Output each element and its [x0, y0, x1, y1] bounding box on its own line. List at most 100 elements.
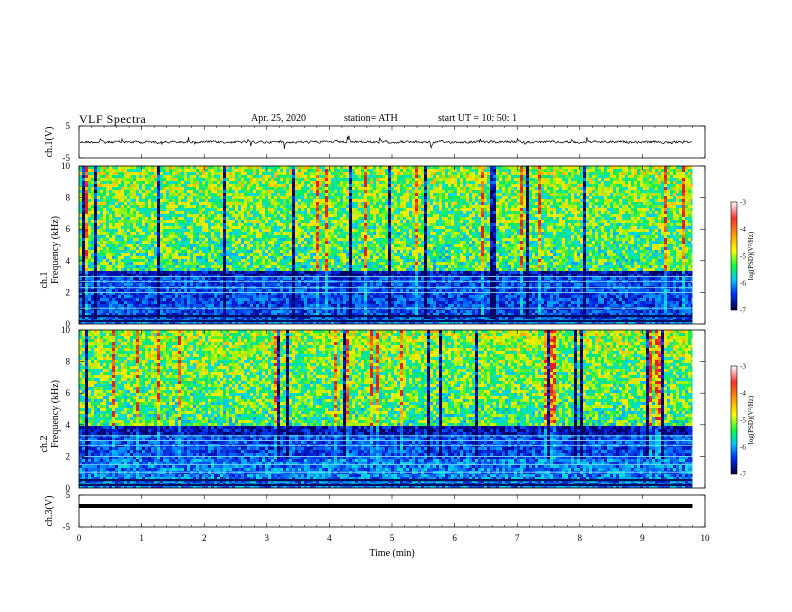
- spectrogram-cell: [100, 169, 103, 172]
- spectrogram-cell: [232, 223, 235, 226]
- spectrogram-cell: [280, 196, 283, 199]
- spectrogram-cell: [82, 205, 85, 208]
- spectrogram-cell: [274, 271, 277, 274]
- spectrogram-cell: [175, 259, 178, 262]
- spectrogram-cell: [235, 289, 238, 292]
- spectrogram-cell: [295, 232, 298, 235]
- spectrogram-cell: [349, 226, 352, 229]
- spectrogram-cell: [328, 295, 331, 298]
- spectrogram-cell: [157, 265, 160, 268]
- spectrogram-cell: [121, 298, 124, 301]
- spectrogram-cell: [154, 208, 157, 211]
- spectrogram-cell: [208, 304, 211, 307]
- spectrogram-cell: [298, 283, 301, 286]
- spectrogram-cell: [247, 310, 250, 313]
- spectrogram-cell: [262, 256, 265, 259]
- spectrogram-cell: [199, 178, 202, 181]
- spectrogram-cell: [211, 166, 214, 169]
- spectrogram-cell: [226, 277, 229, 280]
- spectrogram-cell: [223, 172, 226, 175]
- spectrogram-cell: [169, 253, 172, 256]
- spectrogram-cell: [157, 232, 160, 235]
- spectrogram-cell: [130, 196, 133, 199]
- spectrogram-cell: [289, 205, 292, 208]
- spectrogram-cell: [103, 256, 106, 259]
- spectrogram-cell: [175, 166, 178, 169]
- spectrogram-cell: [85, 304, 88, 307]
- spectrogram-cell: [322, 208, 325, 211]
- spectrogram-cell: [142, 211, 145, 214]
- spectrogram-cell: [157, 184, 160, 187]
- spectrogram-cell: [319, 217, 322, 220]
- spectrogram-cell: [184, 196, 187, 199]
- spectrogram-cell: [115, 304, 118, 307]
- spectrogram-cell: [325, 235, 328, 238]
- spectrogram-cell: [175, 256, 178, 259]
- spectrogram-cell: [166, 217, 169, 220]
- spectrogram-cell: [157, 259, 160, 262]
- spectrogram-cell: [316, 178, 319, 181]
- spectrogram-cell: [259, 271, 262, 274]
- spectrogram-cell: [289, 271, 292, 274]
- spectrogram-cell: [307, 172, 310, 175]
- spectrogram-cell: [313, 298, 316, 301]
- spectrogram-cell: [124, 250, 127, 253]
- spectrogram-cell: [91, 208, 94, 211]
- spectrogram-cell: [211, 283, 214, 286]
- spectrogram-cell: [259, 199, 262, 202]
- spectrogram-cell: [214, 166, 217, 169]
- spectrogram-cell: [235, 166, 238, 169]
- spectrogram-cell: [220, 199, 223, 202]
- spectrogram-cell: [229, 205, 232, 208]
- spectrogram-cell: [217, 211, 220, 214]
- spectrogram-cell: [277, 244, 280, 247]
- spectrogram-cell: [127, 250, 130, 253]
- spectrogram-cell: [154, 241, 157, 244]
- spectrogram-cell: [277, 295, 280, 298]
- spectrogram-cell: [238, 169, 241, 172]
- spectrogram-cell: [256, 226, 259, 229]
- spectrogram-cell: [322, 256, 325, 259]
- spectrogram-cell: [184, 262, 187, 265]
- spectrogram-cell: [175, 304, 178, 307]
- spectrogram-cell: [202, 250, 205, 253]
- spectrogram-cell: [130, 217, 133, 220]
- spectrogram-cell: [202, 190, 205, 193]
- spectrogram-cell: [205, 250, 208, 253]
- spectrogram-cell: [271, 277, 274, 280]
- spectrogram-cell: [301, 271, 304, 274]
- spectrogram-cell: [355, 244, 358, 247]
- spectrogram-cell: [310, 250, 313, 253]
- spectrogram-cell: [142, 202, 145, 205]
- spectrogram-cell: [124, 184, 127, 187]
- spectrogram-cell: [163, 196, 166, 199]
- spectrogram-cell: [238, 259, 241, 262]
- spectrogram-cell: [301, 235, 304, 238]
- spectrogram-cell: [202, 283, 205, 286]
- spectrogram-cell: [94, 199, 97, 202]
- spectrogram-cell: [232, 196, 235, 199]
- spectrogram-cell: [199, 214, 202, 217]
- spectrogram-cell: [202, 202, 205, 205]
- spectrogram-cell: [265, 289, 268, 292]
- spectrogram-cell: [199, 301, 202, 304]
- spectrogram-cell: [127, 283, 130, 286]
- spectrogram-cell: [247, 205, 250, 208]
- spectrogram-cell: [316, 211, 319, 214]
- spectrogram-cell: [259, 310, 262, 313]
- spectrogram-cell: [187, 277, 190, 280]
- spectrogram-cell: [100, 172, 103, 175]
- spectrogram-cell: [145, 181, 148, 184]
- spectrogram-cell: [274, 256, 277, 259]
- spectrogram-cell: [358, 232, 361, 235]
- spectrogram-cell: [286, 187, 289, 190]
- spectrogram-cell: [292, 166, 295, 169]
- spectrogram-cell: [85, 223, 88, 226]
- spectrogram-cell: [244, 229, 247, 232]
- spectrogram-cell: [358, 268, 361, 271]
- spectrogram-cell: [343, 253, 346, 256]
- spectrogram-cell: [160, 220, 163, 223]
- spectrogram-cell: [142, 295, 145, 298]
- spectrogram-cell: [172, 265, 175, 268]
- spectrogram-cell: [91, 244, 94, 247]
